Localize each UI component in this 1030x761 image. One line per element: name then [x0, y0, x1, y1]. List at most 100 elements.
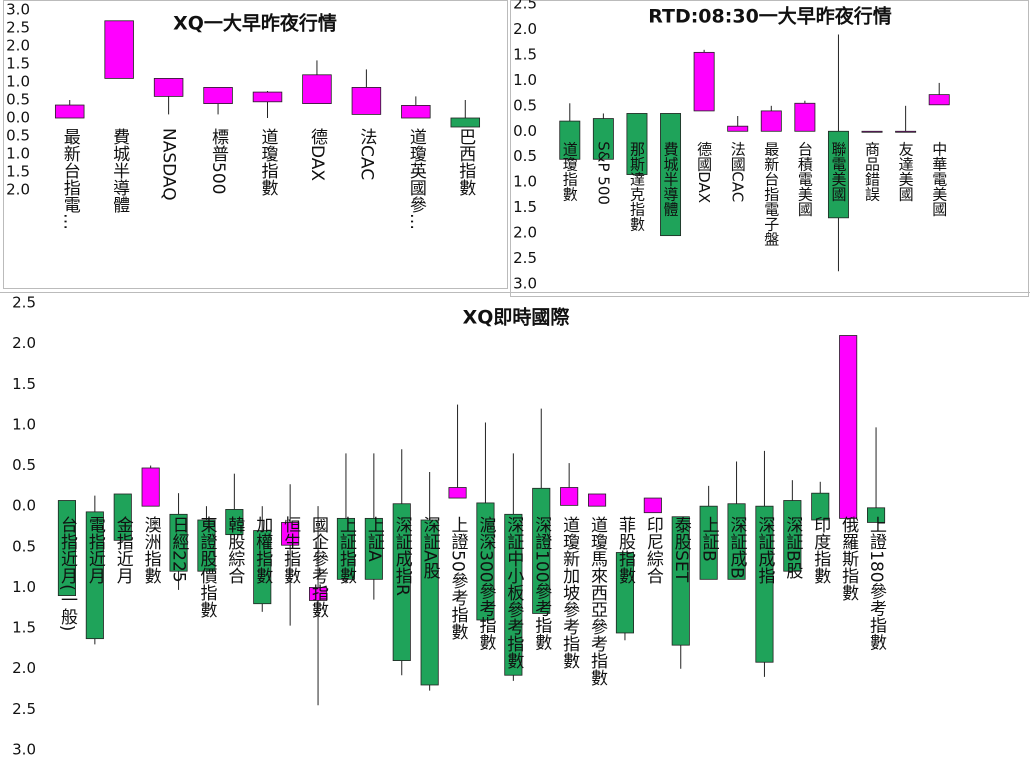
chart-title: XQ即時國際	[463, 306, 571, 329]
candle-body	[281, 522, 300, 546]
category-label: 菲股指數	[615, 516, 636, 584]
candle-body	[169, 513, 188, 572]
y-tick-label: 0.5	[6, 91, 30, 109]
y-tick-label: 1.5	[12, 375, 36, 393]
y-tick-label: 1.0	[6, 145, 30, 163]
category-label: 道瓊新加坡參考指數	[559, 516, 580, 669]
category-label: 巴西指數	[455, 128, 476, 196]
panel-border	[510, 0, 1029, 297]
category-label: 電指近月	[85, 516, 106, 584]
y-tick-label: 1.5	[513, 198, 537, 216]
candle-body	[302, 74, 332, 105]
category-label: 印尼綜合	[643, 516, 664, 584]
category-label: 深證100參考指數	[531, 516, 552, 650]
candle-body	[895, 130, 917, 133]
y-tick-label: 1.5	[12, 619, 36, 637]
candle-body	[153, 78, 184, 97]
category-label: 俄羅斯指數	[838, 516, 859, 601]
candle-body	[660, 113, 682, 237]
category-label: 國企參考指數	[308, 516, 329, 618]
category-label: 德DAX	[307, 128, 328, 181]
candle-body	[57, 500, 76, 596]
candle-body	[104, 20, 134, 79]
category-label: 友達美國	[897, 141, 915, 201]
category-label: 商品錯誤	[863, 141, 881, 201]
category-label: 道瓊馬來西亞參考指數	[587, 516, 608, 686]
y-tick-label: 1.0	[12, 578, 36, 596]
y-tick-label: 0.0	[12, 497, 36, 515]
candle-body	[861, 130, 883, 133]
y-tick-label: 2.0	[513, 20, 537, 38]
candle-body	[811, 492, 830, 521]
y-tick-label: 2.0	[513, 224, 537, 242]
y-tick-label: 1.5	[6, 163, 30, 181]
candle-body	[197, 519, 216, 572]
candle-body	[727, 125, 749, 132]
candle-body	[560, 487, 579, 506]
y-tick-label: 0.5	[12, 456, 36, 474]
category-label: 滬深300參考指數	[475, 516, 496, 650]
y-tick-label: 1.0	[6, 73, 30, 91]
candle-body	[588, 493, 607, 507]
candle-body	[85, 511, 104, 640]
candle-body	[783, 500, 802, 572]
category-label: 道瓊指數	[258, 128, 279, 196]
y-tick-label: 2.0	[12, 659, 36, 677]
category-label: 標普500	[208, 128, 229, 194]
candle-body	[203, 87, 233, 105]
category-label: 韓股綜合	[224, 516, 245, 584]
y-tick-label: 2.5	[6, 19, 30, 37]
candle-body	[839, 335, 858, 519]
candle-body	[252, 91, 283, 103]
candle-body	[401, 105, 431, 119]
y-tick-label: 0.0	[513, 122, 537, 140]
chart-title: XQ一大早昨夜行情	[173, 12, 337, 35]
candle-body	[476, 502, 495, 621]
y-tick-label: 0.0	[6, 109, 30, 127]
category-label: 費城半導體	[662, 141, 680, 216]
category-label: 深証A股	[420, 516, 441, 580]
category-label: S&P 500	[594, 141, 612, 205]
category-label: 泰股SET	[671, 516, 692, 583]
category-label: 最新台指電子盤	[762, 141, 780, 246]
candle-body	[867, 507, 886, 523]
category-label: 最新台指電…	[60, 128, 81, 230]
candle-body	[928, 94, 950, 106]
y-tick-label: 2.5	[12, 294, 36, 312]
category-label: 深証成指R	[392, 516, 413, 596]
y-tick-label: 2.5	[12, 700, 36, 718]
category-label: 日經225	[169, 516, 190, 582]
category-label: 恒生指數	[280, 516, 301, 584]
candle-body	[671, 516, 690, 646]
y-tick-label: 1.0	[513, 173, 537, 191]
candle-body	[592, 118, 614, 160]
category-label: 深証中小板參考指數	[503, 516, 524, 669]
candle-body	[615, 552, 634, 634]
y-tick-label: 0.5	[6, 127, 30, 145]
candle-body	[54, 104, 85, 119]
category-label: 深証成指	[754, 516, 775, 585]
candle-body	[643, 497, 662, 514]
candle-body	[225, 509, 244, 536]
category-label: 澳洲指數	[141, 516, 162, 584]
category-label: 上証B	[699, 516, 720, 562]
y-tick-label: 1.0	[513, 71, 537, 89]
y-tick-label: 2.0	[6, 181, 30, 199]
category-label: 中華電美國	[930, 141, 948, 216]
candle-body	[693, 51, 715, 112]
candle-body	[450, 117, 481, 128]
y-tick-label: 2.0	[6, 37, 30, 55]
y-tick-label: 3.0	[12, 741, 36, 759]
category-label: NASDAQ	[159, 128, 179, 201]
chart-title: RTD:08:30一大早昨夜行情	[648, 5, 892, 28]
candle-body	[727, 503, 746, 580]
category-label: 道瓊英國參…	[406, 128, 427, 230]
category-label: 深証成B	[727, 516, 748, 579]
candle-body	[755, 505, 774, 663]
y-tick-label: 0.5	[12, 537, 36, 555]
category-label: 深証B股	[782, 516, 803, 580]
y-tick-label: 0.5	[513, 96, 537, 114]
category-label: 加權指數	[252, 516, 273, 584]
candle-body	[559, 120, 581, 160]
